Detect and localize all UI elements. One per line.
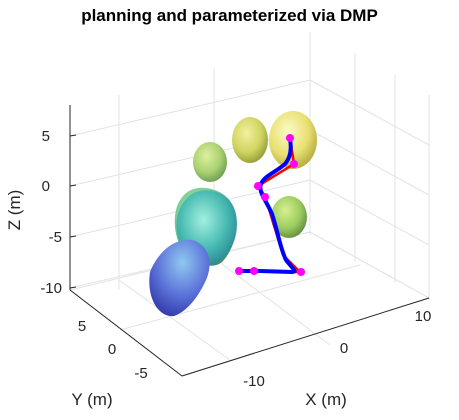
waypoint-marker <box>297 268 305 276</box>
obstacle-blob-2 <box>232 117 268 163</box>
waypoint-marker <box>254 182 262 190</box>
waypoint-marker <box>290 160 298 168</box>
axis-grid <box>69 32 430 377</box>
waypoints <box>235 134 305 276</box>
y-axis-label: Y (m) <box>71 390 112 409</box>
obstacle-blob-3 <box>193 142 227 182</box>
z-tick-label: 5 <box>42 128 50 145</box>
x-tick-label: 10 <box>415 308 432 325</box>
x-tick-label: 0 <box>340 340 348 357</box>
z-tick-label: -5 <box>49 229 62 246</box>
tick-marks <box>69 134 77 289</box>
z-tick-label: -10 <box>40 280 62 297</box>
y-tick-label: -5 <box>134 365 147 382</box>
x-axis-label: X (m) <box>305 390 347 409</box>
waypoint-marker <box>261 193 269 201</box>
y-tick-label: 5 <box>78 318 86 335</box>
z-tick-label: 0 <box>42 178 50 195</box>
chart-title: planning and parameterized via DMP <box>81 6 378 25</box>
obstacle-blob-4 <box>271 196 307 238</box>
z-axis-label: Z (m) <box>5 190 24 231</box>
waypoint-marker <box>286 134 294 142</box>
waypoint-marker <box>235 267 243 275</box>
x-tick-label: -10 <box>243 373 265 390</box>
y-tick-label: 0 <box>108 341 116 358</box>
obstacle-blob-7 <box>149 239 210 317</box>
waypoint-marker <box>250 267 258 275</box>
